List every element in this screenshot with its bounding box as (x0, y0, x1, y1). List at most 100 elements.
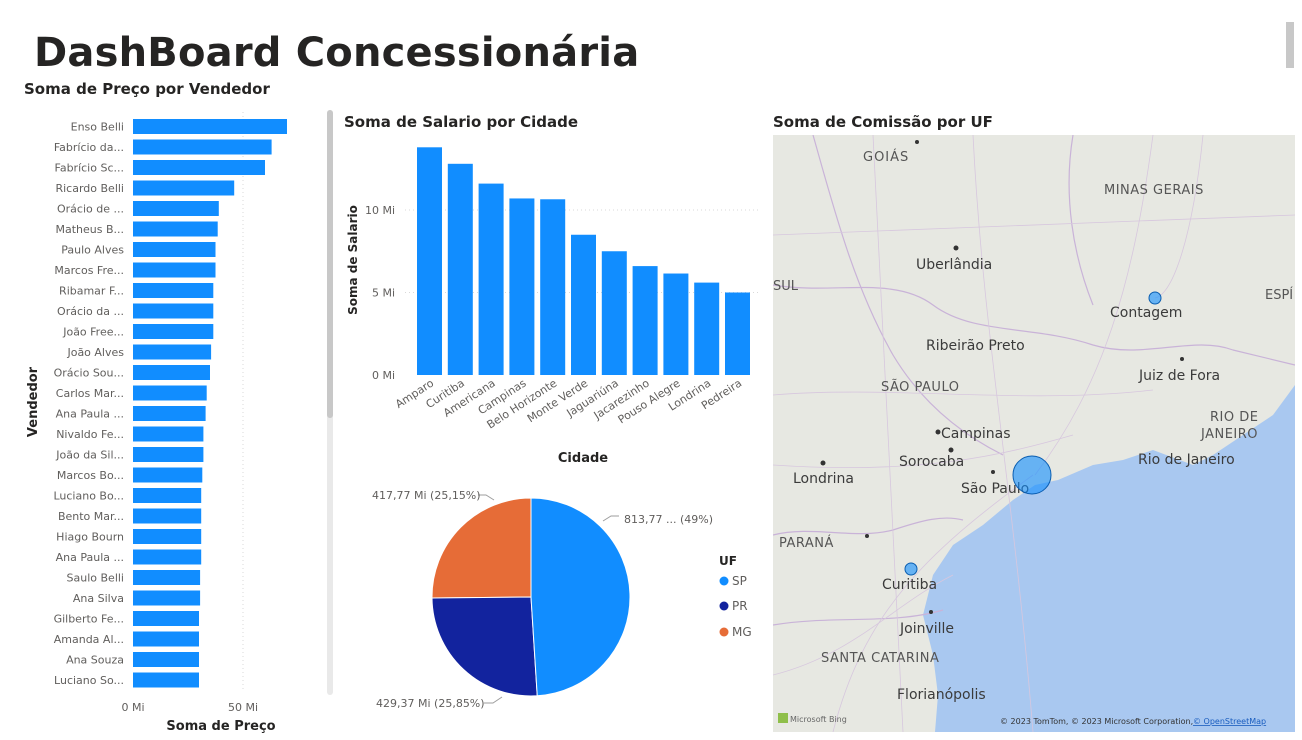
city-bar[interactable] (417, 147, 442, 375)
vendor-bar[interactable] (133, 529, 202, 544)
vendor-bar[interactable] (133, 672, 199, 688)
pie-legend-marker-mg (719, 627, 729, 637)
map-label-sao-paulo-state: SÃO PAULO (881, 379, 959, 395)
vendor-chart-scrollbar-thumb[interactable] (327, 110, 333, 418)
vendor-bar[interactable] (133, 180, 235, 196)
vendor-bar[interactable] (133, 221, 218, 237)
vendor-bar[interactable] (133, 406, 206, 421)
pie-legend-pr[interactable]: PR (732, 599, 748, 613)
map-label-goias: GOIÁS (863, 149, 909, 165)
map-attribution-link[interactable]: © OpenStreetMap (1193, 717, 1266, 726)
vendor-category-label: Ricardo Belli (55, 182, 124, 195)
map-label-florianopolis: Florianópolis (897, 687, 986, 703)
city-bar[interactable] (540, 199, 566, 375)
vendor-bar[interactable] (133, 549, 202, 565)
pie-leader-mg (478, 494, 495, 501)
map-label-sao-paulo: São Paulo (961, 481, 1029, 497)
pie-legend-marker-pr (719, 601, 729, 611)
vendor-bar[interactable] (133, 611, 199, 626)
vendor-category-label: João Alves (66, 346, 124, 359)
city-chart-ylabel: Soma de Salario (346, 205, 360, 315)
vendor-bar[interactable] (133, 508, 202, 524)
map-bubble-pr[interactable] (904, 562, 918, 576)
vendor-chart[interactable]: Vendedor Soma de Preço 0 Mi 50 Mi Enso Bel… (0, 100, 330, 740)
city-chart-xlabel: Cidade (558, 451, 608, 466)
commission-map[interactable]: GOIÁS MINAS GERAIS Uberlândia SUL ESPÍ C… (773, 135, 1295, 732)
vendor-bar[interactable] (133, 652, 199, 667)
uf-pie-chart[interactable]: 813,77 ... (49%) 429,37 Mi (25,85%) 417,… (340, 470, 770, 720)
map-canvas[interactable]: GOIÁS MINAS GERAIS Uberlândia SUL ESPÍ C… (773, 135, 1295, 732)
vendor-category-label: Fabrício Sc... (55, 162, 124, 175)
vendor-category-label: Enso Belli (71, 121, 124, 134)
vendor-category-label: Luciano So... (54, 674, 124, 687)
pie-leader-pr (484, 696, 503, 704)
vendor-category-label: Fabrício da... (54, 141, 124, 154)
vendor-bar[interactable] (133, 303, 214, 319)
city-bar[interactable] (601, 251, 627, 375)
map-brand: Microsoft Bing (790, 715, 847, 724)
pie-slice-sp[interactable] (530, 497, 631, 697)
vendor-bar[interactable] (133, 365, 210, 380)
map-bubble-sp[interactable] (1012, 455, 1052, 495)
vendor-chart-ylabel: Vendedor (26, 366, 41, 437)
city-bar[interactable] (447, 163, 473, 375)
city-bar[interactable] (694, 282, 720, 375)
city-bar[interactable] (478, 183, 504, 375)
vendor-bar[interactable] (133, 201, 219, 216)
city-bar[interactable] (509, 198, 535, 375)
map-attribution: © 2023 TomTom, © 2023 Microsoft Corporat… (1000, 717, 1193, 726)
vendor-bar[interactable] (133, 467, 203, 483)
pie-slice-pr[interactable] (431, 596, 538, 697)
city-tick-label: 10 Mi (365, 204, 395, 217)
vendor-category-label: Marcos Bo... (57, 469, 124, 482)
pie-label-sp: 813,77 ... (49%) (624, 513, 713, 526)
vendor-bar[interactable] (133, 570, 201, 585)
map-label-minas-gerais: MINAS GERAIS (1104, 183, 1204, 198)
map-label-contagem: Contagem (1110, 305, 1182, 321)
pie-legend-mg[interactable]: MG (732, 625, 752, 639)
map-label-joinville: Joinville (899, 621, 954, 637)
map-label-sorocaba: Sorocaba (899, 454, 964, 470)
pie-leader-sp (602, 515, 619, 522)
vendor-bar[interactable] (133, 119, 287, 134)
vendor-category-label: Amanda Al... (54, 633, 124, 646)
map-label-janeiro: JANEIRO (1200, 427, 1258, 442)
vendor-bar[interactable] (133, 631, 199, 647)
vendor-category-label: Orácio Sou... (54, 367, 124, 380)
vendor-category-label: Carlos Mar... (56, 387, 124, 400)
vendor-category-label: Ana Paula ... (56, 408, 124, 421)
city-tick-label: 5 Mi (372, 287, 395, 300)
map-label-espi: ESPÍ (1265, 287, 1293, 303)
vendor-category-label: Saulo Belli (67, 572, 124, 585)
vendor-bar[interactable] (133, 283, 214, 298)
vendor-bar[interactable] (133, 447, 204, 462)
map-label-santa-catarina: SANTA CATARINA (821, 651, 939, 666)
vendor-category-label: Ana Paula ... (56, 551, 124, 564)
vendor-bar[interactable] (133, 590, 201, 606)
city-bar[interactable] (725, 292, 750, 376)
vendor-bar[interactable] (133, 139, 272, 155)
city-bar[interactable] (663, 273, 689, 375)
map-label-campinas: Campinas (941, 426, 1011, 442)
vendor-bar[interactable] (133, 324, 214, 339)
city-bar[interactable] (571, 234, 596, 375)
vendor-bar[interactable] (133, 426, 204, 442)
vendor-bar[interactable] (133, 385, 207, 401)
vendor-bar[interactable] (133, 160, 265, 175)
map-bubble-mg[interactable] (1148, 291, 1162, 305)
pie-slice-mg[interactable] (431, 497, 532, 599)
city-bar[interactable] (632, 266, 658, 375)
pie-legend-sp[interactable]: SP (732, 574, 747, 588)
vendor-bar[interactable] (133, 488, 202, 503)
vendor-bar[interactable] (133, 242, 216, 257)
vendor-category-label: Paulo Alves (61, 244, 124, 257)
vendor-bar[interactable] (133, 262, 216, 278)
page-scrollbar[interactable] (1286, 22, 1294, 68)
map-label-uberlandia: Uberlândia (916, 257, 992, 273)
vendor-category-label: Ana Souza (66, 654, 124, 667)
pie-legend-marker-sp (719, 576, 729, 586)
city-chart-title: Soma de Salario por Cidade (344, 113, 579, 131)
map-roads (773, 135, 1295, 732)
vendor-bar[interactable] (133, 344, 212, 360)
